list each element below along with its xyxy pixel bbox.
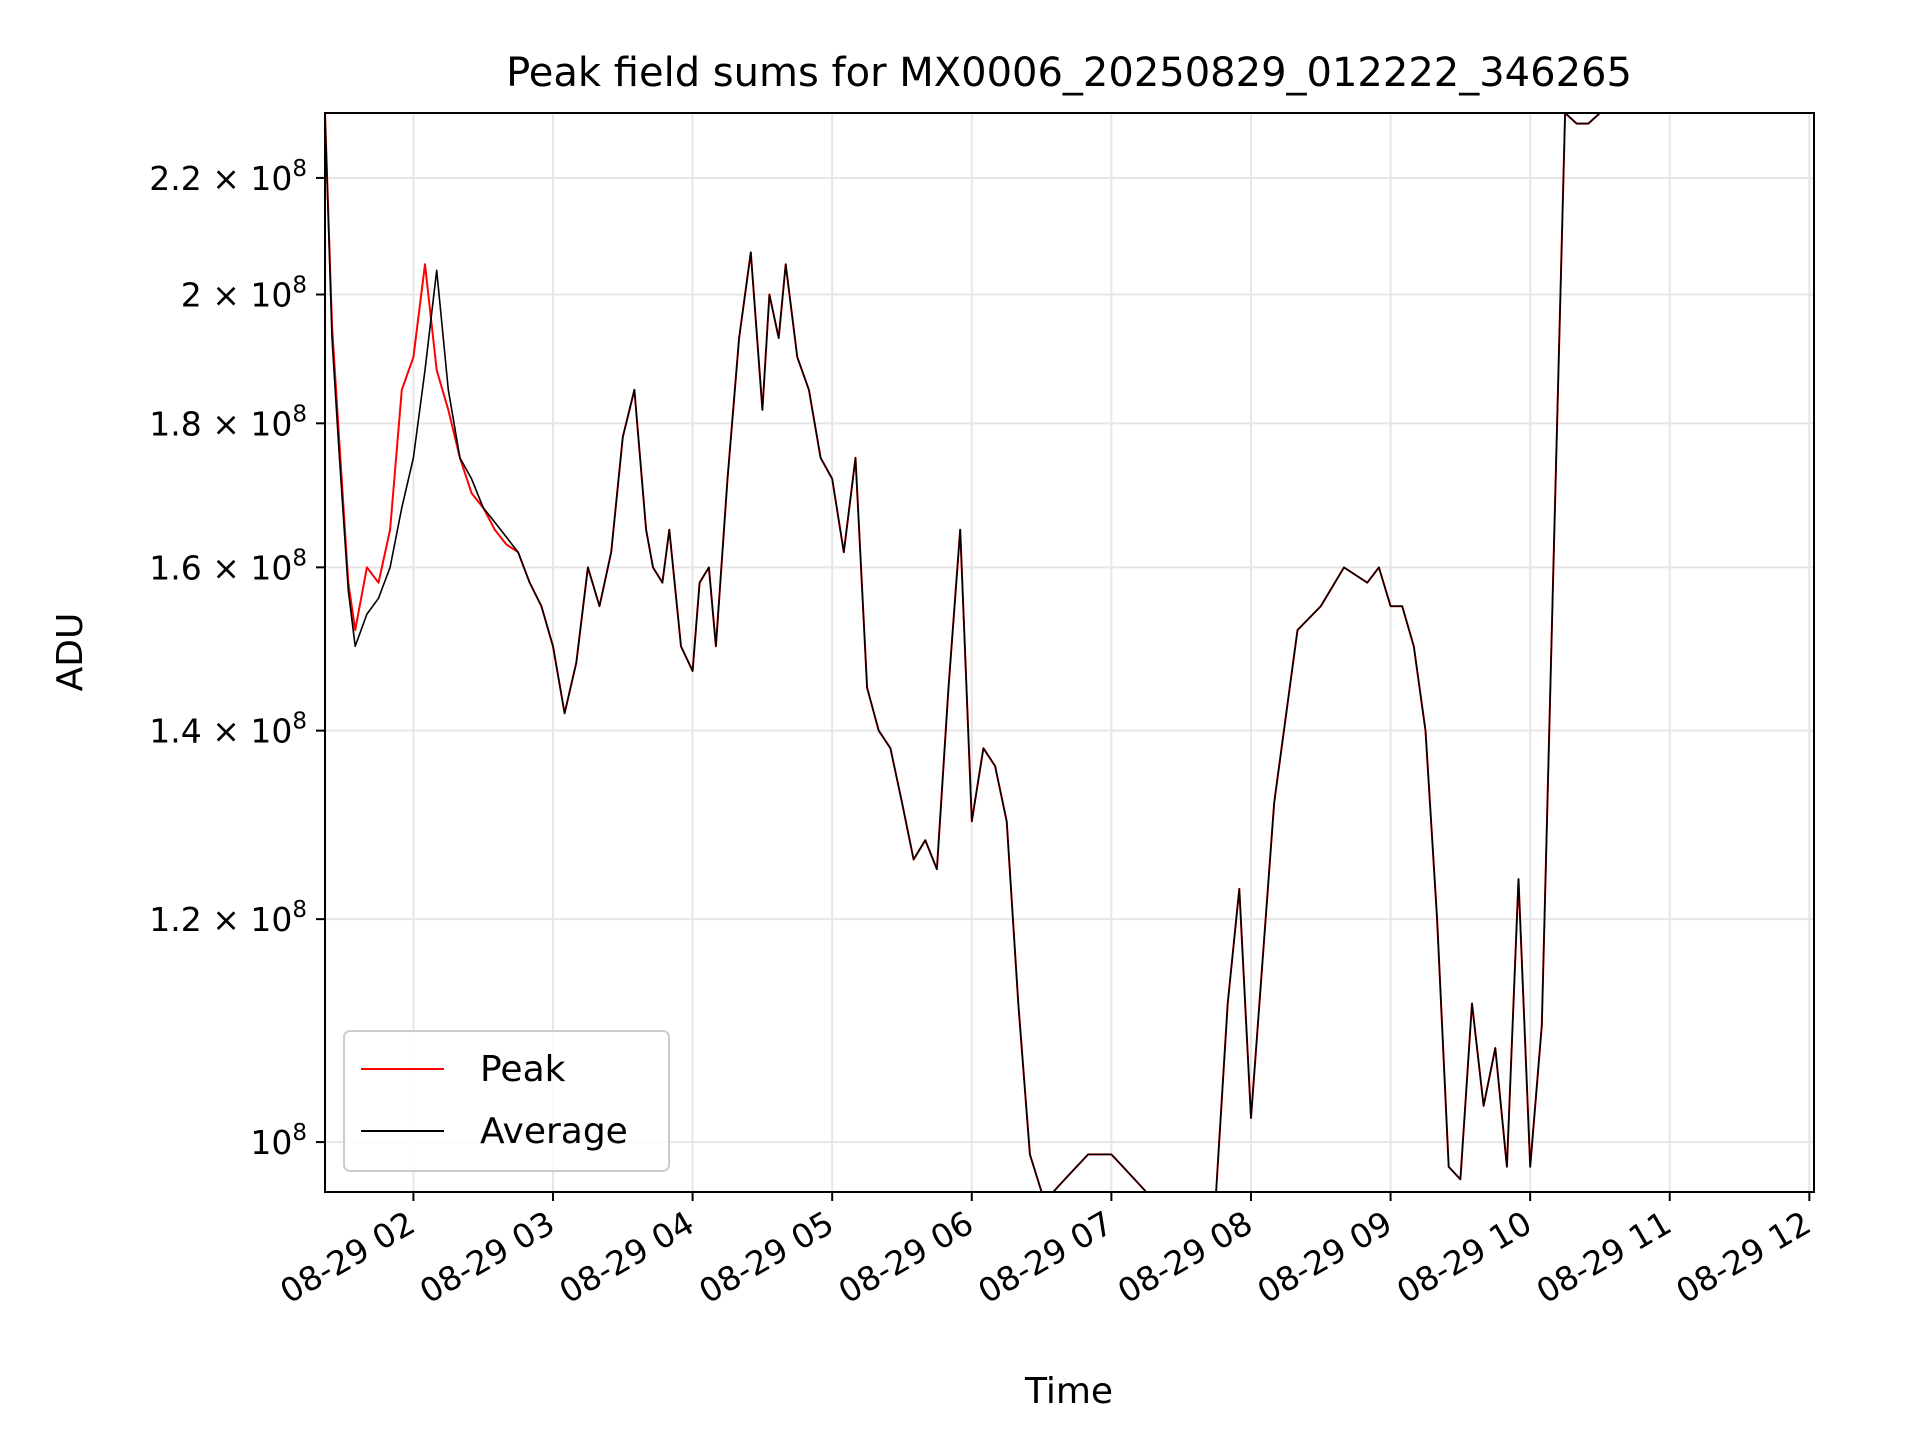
legend-box bbox=[343, 1030, 670, 1172]
y-tick-label: 1.6 × 108 bbox=[149, 545, 307, 587]
chart-title: Peak field sums for MX0006_20250829_0122… bbox=[506, 50, 1632, 96]
legend-label-peak: Peak bbox=[480, 1049, 566, 1090]
y-tick-label: 1.8 × 108 bbox=[149, 401, 307, 443]
legend-label-average: Average bbox=[480, 1111, 628, 1152]
y-tick-label: 2 × 108 bbox=[181, 272, 307, 314]
series-line-average bbox=[324, 112, 1601, 1193]
y-tick-label: 1.4 × 108 bbox=[149, 709, 307, 751]
y-tick-label: 108 bbox=[250, 1120, 307, 1162]
y-axis-label: ADU bbox=[50, 613, 91, 692]
legend: Peak Average bbox=[343, 1030, 670, 1172]
x-axis-label: Time bbox=[1024, 1371, 1113, 1412]
y-tick-label: 1.2 × 108 bbox=[149, 897, 307, 939]
grid-lines bbox=[325, 113, 1814, 1192]
y-tick-label: 2.2 × 108 bbox=[149, 156, 307, 198]
plot-frame bbox=[324, 112, 1815, 1193]
series-lines bbox=[324, 112, 1601, 1193]
y-axis-ticks: 108 1.2 × 108 1.4 × 108 1.6 × 108 1.8 × 108 2… bbox=[149, 156, 325, 1162]
